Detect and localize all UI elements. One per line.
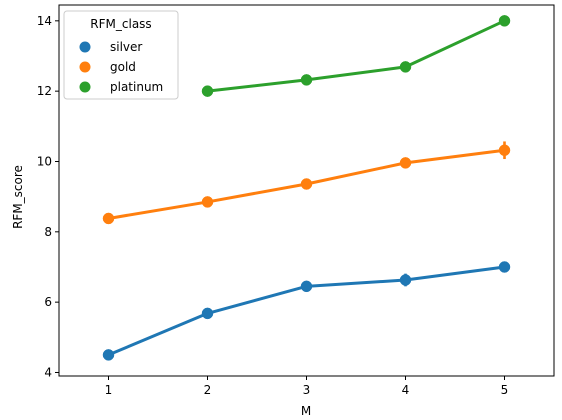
y-tick-label: 4 (44, 365, 52, 379)
x-tick-label: 5 (501, 383, 509, 397)
data-point-gold (102, 212, 115, 225)
series-layer (102, 15, 511, 361)
y-tick-label: 12 (37, 84, 52, 98)
series-silver (102, 261, 511, 361)
data-point-platinum (399, 61, 412, 73)
legend-marker-platinum (79, 81, 91, 93)
data-point-gold (300, 178, 313, 190)
x-axis-ticks: 1 2 3 4 5 (105, 376, 509, 397)
y-tick-label: 14 (37, 14, 52, 28)
legend: RFM_class silver gold platinum (63, 10, 179, 100)
series-platinum (201, 15, 511, 97)
legend-label-silver: silver (110, 40, 142, 54)
y-tick-label: 10 (37, 154, 52, 168)
legend-marker-gold (79, 61, 91, 73)
legend-label-gold: gold (110, 60, 136, 74)
series-line-platinum (206, 19, 506, 93)
data-point-silver (300, 280, 313, 293)
y-axis-ticks: 4 6 8 10 12 14 (37, 14, 59, 379)
legend-marker-silver (79, 41, 91, 53)
series-line-silver (107, 265, 506, 357)
y-tick-label: 8 (44, 225, 52, 239)
data-point-silver (201, 307, 214, 320)
data-point-silver (102, 349, 115, 361)
x-axis-label: M (301, 404, 311, 418)
series-gold (102, 141, 511, 225)
x-tick-label: 2 (204, 383, 212, 397)
data-point-platinum (300, 74, 313, 86)
y-tick-label: 6 (44, 295, 52, 309)
data-point-silver (399, 274, 412, 286)
data-point-silver (498, 261, 511, 273)
x-tick-label: 3 (303, 383, 311, 397)
data-point-gold (201, 196, 214, 208)
legend-box (63, 10, 179, 100)
data-point-gold (399, 157, 412, 169)
legend-entries: silver gold platinum (79, 40, 163, 94)
x-tick-label: 1 (105, 383, 113, 397)
data-point-platinum (201, 85, 214, 97)
y-axis-label: RFM_score (11, 165, 25, 229)
x-tick-label: 4 (402, 383, 410, 397)
legend-label-platinum: platinum (110, 80, 163, 94)
data-point-platinum (498, 15, 511, 27)
data-point-gold (498, 144, 511, 156)
legend-title: RFM_class (90, 17, 151, 31)
